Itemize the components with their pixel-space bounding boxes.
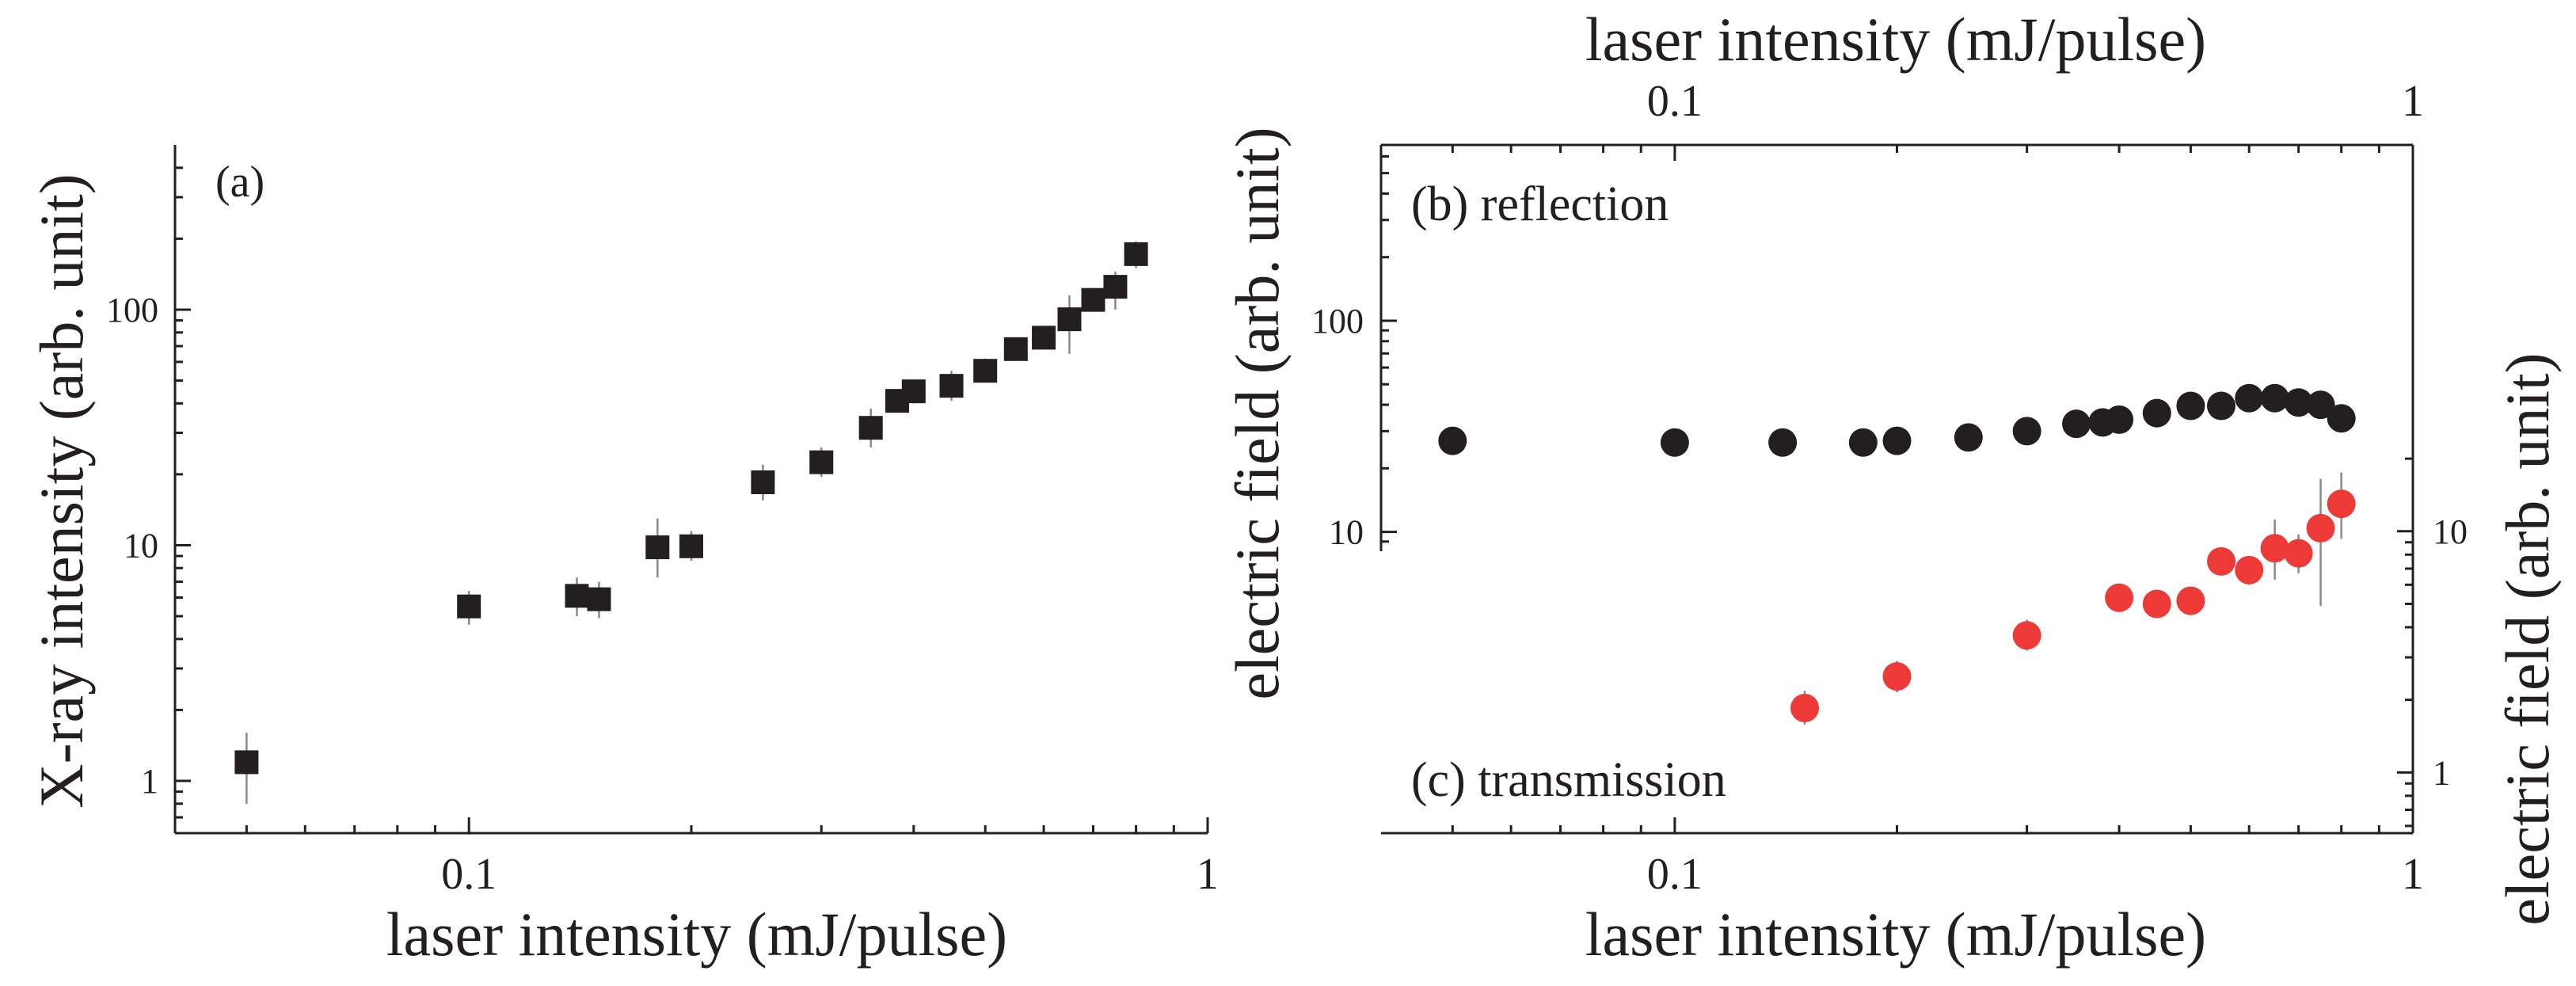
panel-b-y-ticks: 10 100 [1311,154,1397,552]
panel-b-data-point [1438,426,1467,455]
panel-a-data-point [1081,287,1105,312]
panel-b-data-point [2306,390,2335,420]
panel-b-data-point [1882,426,1912,455]
panel-b-data-point [2284,388,2313,417]
panel-a-data-point [1032,325,1056,350]
panel-a-data-point [901,379,926,404]
panel-c-x-axis-title: laser intensity (mJ/pulse) [1585,900,2206,969]
panel-a-data-point [457,594,481,619]
panel-a-x-tick-label: 0.1 [441,850,497,899]
panel-c-y-axis-title: electric field (arb. unit) [2493,352,2562,925]
panel-a-x-ticks: 0.1 1 [245,817,1219,899]
panel-c-data-point [2235,555,2264,584]
panel-c-data-point [1882,662,1912,691]
panel-a-data-point [809,450,834,474]
panel-a-y-axis-title: X-ray intensity (arb. unit) [27,173,96,808]
panel-a-x-axis-title: laser intensity (mJ/pulse) [386,900,1007,969]
panel-b-y-axis-title: electric field (arb. unit) [1223,127,1292,699]
panel-b-data-point [2235,383,2264,413]
panel-c-y-tick-label: 1 [2433,753,2450,792]
panel-c-data-points [1790,472,2356,725]
panel-c-data-point [2206,546,2235,576]
panel-a-data-point [973,359,998,383]
panel-b-data-point [2012,417,2041,446]
panel-c-x-ticks: 0.1 1 [1451,817,2424,899]
panel-a-data-point [587,587,611,611]
panel-a: (a) laser intensity (mJ/pulse) X-ray int… [27,145,1219,969]
panel-b-data-point [2206,391,2235,421]
panel-c-data-point [2142,589,2171,619]
panel-a-data-point [234,750,259,775]
panel-b-x-tick-label: 0.1 [1647,77,1703,126]
panel-b-data-point [2176,391,2205,421]
panel-b-data-point [2260,383,2289,413]
panel-b-data-points [1438,383,2356,457]
panel-a-data-point [565,584,589,608]
panel-b-data-point [1768,428,1798,457]
panel-b-data-point [2142,398,2171,428]
panel-a-data-point [858,416,883,440]
panel-b-x-tick-label: 1 [2402,77,2424,126]
panel-c-data-point [2306,513,2335,542]
panel-a-y-tick-label: 10 [124,526,158,565]
panel-c-data-point [2327,489,2356,519]
panel-a-label: (a) [215,158,264,207]
panel-b-x-ticks: 0.1 1 [1451,77,2424,161]
panel-b-x-axis-title: laser intensity (mJ/pulse) [1585,5,2206,74]
panel-b-y-tick-label: 10 [1329,513,1364,552]
panel-c-label: (c) transmission [1411,753,1726,807]
panel-a-y-tick-label: 100 [106,291,158,329]
panel-bc: (b) reflection (c) transmission laser in… [1223,5,2562,969]
panel-b-data-point [2062,409,2091,439]
panel-b-data-point [1848,428,1878,457]
panel-a-data-point [751,470,775,494]
panel-c-data-point [2012,621,2041,650]
panel-c-data-point [2284,539,2313,568]
panel-a-data-point [1057,307,1082,332]
panel-b-y-tick-label: 100 [1311,302,1364,341]
panel-c-x-tick-label: 1 [2402,850,2424,899]
panel-a-data-point [1103,275,1128,299]
panel-a-data-point [1124,242,1148,266]
panel-b-data-point [1660,428,1689,457]
panel-c-data-point [2260,534,2289,563]
panel-a-data-points [234,241,1148,804]
panel-c-y-tick-label: 10 [2433,512,2468,551]
panel-a-data-point [679,534,703,558]
panel-b-data-point [2105,405,2134,434]
panel-b-data-point [2327,404,2356,433]
panel-a-y-ticks: 1 10 100 [106,166,191,835]
panel-a-data-point [1003,337,1028,361]
panel-a-x-tick-label: 1 [1197,850,1219,899]
panel-c-data-point [1790,693,1820,722]
panel-b-data-point [1954,423,1983,452]
panel-c-data-point [2176,586,2205,615]
panel-a-data-point [645,535,670,560]
panel-c-x-tick-label: 0.1 [1647,850,1703,899]
panel-a-data-point [939,374,964,398]
panel-a-y-tick-label: 1 [141,762,158,801]
panel-c-y-ticks: 1 10 [2397,457,2468,828]
panel-b-label: (b) reflection [1411,177,1669,231]
panel-c-data-point [2105,583,2134,612]
